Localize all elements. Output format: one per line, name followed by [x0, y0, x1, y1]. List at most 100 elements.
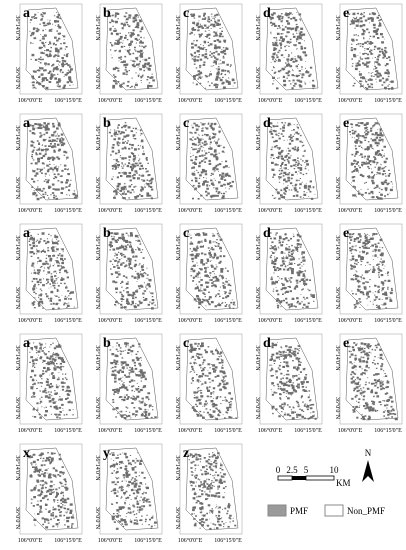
map-panel: c36°14'0"N 36°0'0"N 106°0'0"E 106°15'0"E — [174, 333, 243, 434]
study-area — [105, 337, 159, 421]
lon-label: 106°0'0"E — [18, 427, 43, 434]
lon-label: 106°0'0"E — [178, 427, 203, 434]
lon-label: 106°15'0"E — [374, 97, 402, 104]
map-panel: x36°14'0"N 36°0'0"N 106°0'0"E 106°15'0"E — [14, 443, 83, 544]
lat-label: 36°14'0"N — [94, 15, 101, 41]
pmf-patches — [348, 12, 394, 90]
panel-label: c — [183, 336, 189, 351]
lat-label: 36°0'0"N — [174, 507, 181, 530]
scale-tick: 5 — [304, 465, 309, 475]
panel-label: a — [23, 336, 30, 351]
lat-label: 36°14'0"N — [254, 15, 261, 41]
legend-swatch-non-pmf — [324, 504, 344, 517]
lon-label: 106°0'0"E — [338, 317, 363, 324]
lat-label: 36°14'0"N — [174, 345, 181, 371]
pmf-patches — [108, 122, 154, 200]
scale-tick: 2.5 — [286, 465, 298, 475]
pmf-patches — [189, 12, 236, 89]
map-panel: d36°14'0"N 36°0'0"N 106°0'0"E 106°15'0"E — [254, 333, 323, 434]
lat-label: 36°14'0"N — [94, 455, 101, 481]
study-area — [105, 7, 159, 91]
lon-label: 106°15'0"E — [294, 207, 322, 214]
lat-label: 36°14'0"N — [14, 125, 21, 151]
lon-label: 106°0'0"E — [178, 207, 203, 214]
pmf-patches — [28, 122, 78, 201]
lon-label: 106°15'0"E — [54, 317, 82, 324]
lat-label: 36°14'0"N — [94, 235, 101, 261]
panel-label: c — [183, 6, 189, 21]
lat-label: 36°14'0"N — [254, 125, 261, 151]
scale-bar — [277, 475, 335, 481]
panel-label: a — [23, 6, 30, 21]
map-panel: a36°14'0"N 36°0'0"N 106°0'0"E 106°15'0"E — [14, 223, 83, 324]
lon-label: 106°0'0"E — [98, 207, 123, 214]
pmf-patches — [349, 122, 394, 200]
study-area — [345, 7, 399, 91]
pmf-patches — [348, 233, 393, 310]
scale-tick: 10 — [330, 465, 340, 475]
panel-label: e — [343, 336, 349, 351]
lon-label: 106°0'0"E — [98, 537, 123, 544]
lat-label: 36°14'0"N — [334, 15, 341, 41]
lon-label: 106°15'0"E — [134, 537, 162, 544]
map-panel: c36°14'0"N 36°0'0"N 106°0'0"E 106°15'0"E — [174, 223, 243, 324]
lon-label: 106°15'0"E — [54, 207, 82, 214]
lat-label: 36°14'0"N — [94, 125, 101, 151]
lat-label: 36°0'0"N — [334, 287, 341, 310]
lon-label: 106°0'0"E — [258, 427, 283, 434]
lon-label: 106°0'0"E — [178, 97, 203, 104]
lat-label: 36°14'0"N — [14, 15, 21, 41]
lon-label: 106°0'0"E — [178, 537, 203, 544]
lat-label: 36°0'0"N — [254, 177, 261, 200]
map-panel: b36°14'0"N 36°0'0"N 106°0'0"E 106°15'0"E — [94, 223, 163, 324]
panel-label: a — [23, 226, 30, 241]
lat-label: 36°14'0"N — [14, 235, 21, 261]
map-panel: b36°14'0"N 36°0'0"N 106°0'0"E 106°15'0"E — [94, 113, 163, 214]
legend-swatch-pmf — [267, 504, 287, 517]
map-panel: e36°14'0"N 36°0'0"N 106°0'0"E 106°15'0"E — [334, 333, 403, 434]
lat-label: 36°0'0"N — [14, 287, 21, 310]
pmf-patches — [269, 232, 315, 309]
map-panel: b36°14'0"N 36°0'0"N 106°0'0"E 106°15'0"E — [94, 3, 163, 104]
lat-label: 36°14'0"N — [14, 345, 21, 371]
study-area — [25, 227, 79, 311]
lon-label: 106°15'0"E — [134, 427, 162, 434]
lat-label: 36°14'0"N — [334, 235, 341, 261]
lat-label: 36°0'0"N — [94, 507, 101, 530]
lon-label: 106°0'0"E — [18, 537, 43, 544]
map-panel: b36°14'0"N 36°0'0"N 106°0'0"E 106°15'0"E — [94, 333, 163, 434]
pmf-patches — [28, 232, 75, 310]
pmf-patches — [268, 122, 316, 200]
panel-label: b — [103, 6, 111, 21]
lat-label: 36°14'0"N — [174, 455, 181, 481]
pmf-patches — [29, 12, 74, 90]
pmf-patches — [109, 342, 157, 420]
map-panel: c36°14'0"N 36°0'0"N 106°0'0"E 106°15'0"E — [174, 113, 243, 214]
lon-label: 106°15'0"E — [294, 427, 322, 434]
lon-label: 106°15'0"E — [214, 537, 242, 544]
pmf-patches — [268, 342, 317, 420]
map-panel: e36°14'0"N 36°0'0"N 106°0'0"E 106°15'0"E — [334, 3, 403, 104]
pmf-patches — [189, 122, 234, 200]
lat-label: 36°14'0"N — [94, 345, 101, 371]
pmf-patches — [108, 12, 155, 89]
panel-label: e — [343, 6, 349, 21]
lon-label: 106°0'0"E — [338, 207, 363, 214]
lat-label: 36°0'0"N — [254, 67, 261, 90]
map-panel: d36°14'0"N 36°0'0"N 106°0'0"E 106°15'0"E — [254, 3, 323, 104]
lat-label: 36°0'0"N — [174, 287, 181, 310]
panel-label: d — [263, 6, 271, 21]
pmf-patches — [108, 232, 156, 310]
map-panel: a36°14'0"N 36°0'0"N 106°0'0"E 106°15'0"E — [14, 113, 83, 214]
map-panel: y36°14'0"N 36°0'0"N 106°0'0"E 106°15'0"E — [94, 443, 163, 544]
lon-label: 106°15'0"E — [134, 317, 162, 324]
lon-label: 106°0'0"E — [338, 427, 363, 434]
legend-label: PMF — [290, 506, 308, 516]
study-area — [265, 7, 319, 91]
lat-label: 36°14'0"N — [174, 125, 181, 151]
map-panel: e36°14'0"N 36°0'0"N 106°0'0"E 106°15'0"E — [334, 113, 403, 214]
lat-label: 36°14'0"N — [334, 345, 341, 371]
lat-label: 36°0'0"N — [174, 67, 181, 90]
lat-label: 36°0'0"N — [254, 287, 261, 310]
lon-label: 106°0'0"E — [338, 97, 363, 104]
